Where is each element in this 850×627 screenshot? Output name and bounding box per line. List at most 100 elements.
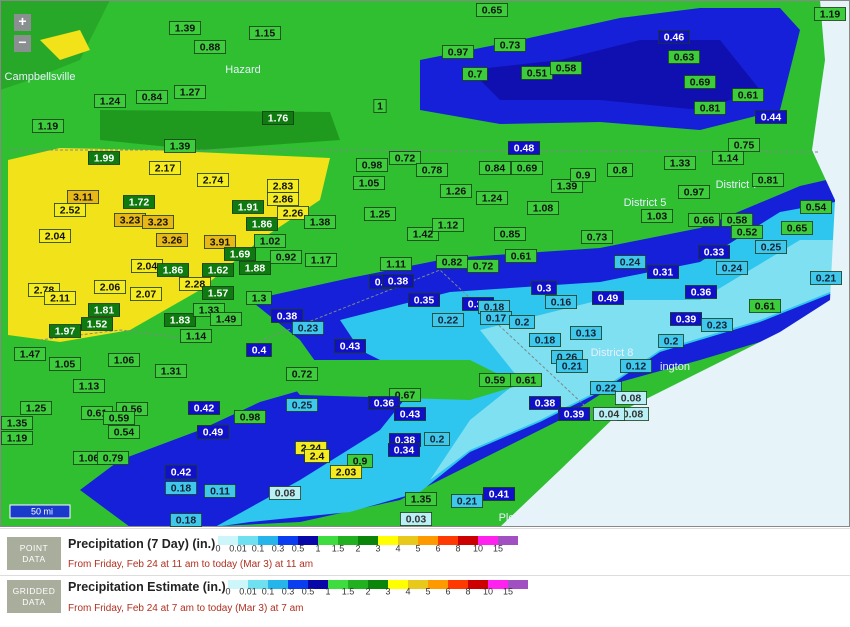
point-value: 0.85 <box>500 228 521 240</box>
point-label: 1.86 <box>156 263 189 277</box>
point-value: 0.92 <box>276 251 297 263</box>
point-label: 0.79 <box>97 451 130 465</box>
point-value: 0.31 <box>653 266 674 278</box>
point-value: 2.06 <box>100 281 121 293</box>
zoom-in[interactable]: + <box>18 13 26 29</box>
point-label: 1.24 <box>475 191 508 205</box>
point-label: 1.49 <box>209 312 242 326</box>
point-value: 0.52 <box>737 226 758 238</box>
point-box <box>270 309 303 323</box>
point-box <box>163 313 196 327</box>
point-box <box>201 286 234 300</box>
point-value: 1.38 <box>310 216 331 228</box>
point-box <box>529 333 562 347</box>
point-box <box>570 168 596 182</box>
point-box <box>668 50 701 64</box>
legend-swatch <box>258 536 278 545</box>
point-subtitle: From Friday, Feb 24 at 11 am to today (M… <box>68 559 314 570</box>
legend-swatch <box>358 536 378 545</box>
point-label: 2.04 <box>130 259 163 273</box>
point-value: 0.84 <box>485 162 506 174</box>
point-label: 0.69 <box>510 161 543 175</box>
legend-swatch <box>248 580 268 589</box>
point-value: 1.02 <box>260 235 281 247</box>
point-box <box>531 281 557 295</box>
point-label: 1.39 <box>168 21 201 35</box>
point-box <box>510 161 543 175</box>
point-box <box>545 295 578 309</box>
point-label: 0.78 <box>415 163 448 177</box>
point-value: 0.13 <box>576 327 597 339</box>
point-box <box>507 141 540 155</box>
point-label: 0.41 <box>482 487 515 501</box>
point-label: 0.42 <box>164 465 197 479</box>
point-label: 0.8 <box>607 163 633 177</box>
legend-swatch <box>238 536 258 545</box>
point-value: 0.39 <box>676 313 697 325</box>
legend-tick: 5 <box>415 543 420 553</box>
point-value: 3.23 <box>120 214 141 226</box>
point-value: 1.97 <box>55 325 76 337</box>
point-label: 1.31 <box>154 364 187 378</box>
point-title: Precipitation (7 Day) (in.) <box>68 537 216 551</box>
point-box <box>551 179 584 193</box>
point-value: 1.33 <box>670 157 691 169</box>
point-box <box>269 250 302 264</box>
point-value: 0.38 <box>388 275 409 287</box>
point-box <box>49 324 82 338</box>
zoom-in-button[interactable] <box>14 14 31 31</box>
point-box <box>620 359 653 373</box>
point-label: 0.65 <box>781 221 814 235</box>
point-label: 0.4 <box>246 343 272 357</box>
point-box <box>749 299 782 313</box>
zoom-controls[interactable]: + − <box>14 13 31 52</box>
legend-tick: 4 <box>395 543 400 553</box>
point-value: 1.62 <box>208 264 229 276</box>
point-box <box>814 7 847 21</box>
point-box <box>246 343 272 357</box>
legend-tick: 1 <box>315 543 320 553</box>
point-box <box>615 391 648 405</box>
point-box <box>352 176 385 190</box>
point-label: 1.05 <box>352 176 385 190</box>
point-box <box>590 381 623 395</box>
point-value: 0.59 <box>485 374 506 386</box>
point-value: 0.9 <box>353 455 368 467</box>
point-label: 0.73 <box>581 230 614 244</box>
point-label: 0.7 <box>462 67 488 81</box>
legend-tick: 0.3 <box>272 543 285 553</box>
point-label: 0.75 <box>728 138 761 152</box>
point-box <box>44 291 77 305</box>
point-label: 0.31 <box>647 265 680 279</box>
point-label: 1.12 <box>431 218 464 232</box>
zoom-out[interactable]: − <box>18 34 26 50</box>
point-value: 0.61 <box>511 250 532 262</box>
point-box <box>529 396 562 410</box>
zoom-out-button[interactable] <box>14 35 31 52</box>
point-box <box>261 111 294 125</box>
point-value: 0.46 <box>664 31 685 43</box>
point-label: 0.25 <box>285 398 318 412</box>
point-box <box>475 191 508 205</box>
point-box <box>393 407 426 421</box>
point-label: 1.06 <box>108 353 141 367</box>
point-value: 0.43 <box>400 408 421 420</box>
point-box <box>755 240 788 254</box>
point-value: 3.91 <box>210 236 231 248</box>
gridded-badge: GRIDDED DATA <box>7 580 61 613</box>
point-box <box>509 373 542 387</box>
point-label: 0.81 <box>694 101 727 115</box>
point-box <box>593 407 626 421</box>
point-value: 1.27 <box>180 86 201 98</box>
point-value: 0.42 <box>194 402 215 414</box>
point-label: 0.52 <box>731 225 764 239</box>
point-box <box>303 215 336 229</box>
point-label: 1.91 <box>231 200 264 214</box>
point-label: 1.35 <box>0 416 34 430</box>
point-box <box>49 357 82 371</box>
point-box <box>164 465 197 479</box>
point-label: 0.25 <box>755 240 788 254</box>
point-label: 2.11 <box>44 291 77 305</box>
point-value: 1.86 <box>163 264 184 276</box>
point-value: 0.72 <box>292 368 313 380</box>
